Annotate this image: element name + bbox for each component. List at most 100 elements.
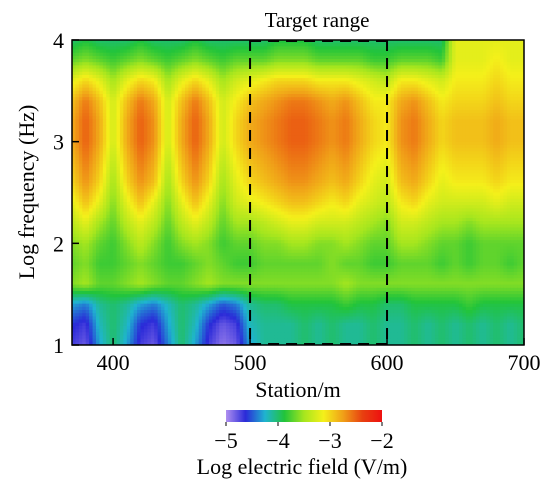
heatmap-cell	[143, 116, 148, 121]
heatmap-cell	[380, 116, 385, 121]
heatmap-cell	[232, 94, 237, 98]
heatmap-cell	[250, 55, 255, 60]
heatmap-cell	[232, 128, 237, 133]
heatmap-cell	[380, 109, 385, 114]
heatmap-cell	[349, 103, 354, 108]
heatmap-cell	[133, 90, 138, 95]
heatmap-cell	[434, 109, 439, 114]
heatmap-cell	[517, 106, 522, 111]
heatmap-cell	[369, 100, 374, 105]
heatmap-cell	[226, 74, 231, 79]
heatmap-cell	[89, 52, 94, 57]
heatmap-cell	[202, 59, 207, 63]
heatmap-cell	[503, 128, 508, 133]
heatmap-cell	[280, 43, 285, 47]
heatmap-cell	[318, 119, 323, 124]
heatmap-cell	[287, 81, 292, 86]
heatmap-cell	[359, 122, 364, 127]
heatmap-cell	[311, 81, 316, 86]
heatmap-cell	[465, 55, 470, 60]
heatmap-cell	[212, 65, 217, 70]
heatmap-cell	[267, 46, 272, 51]
heatmap-cell	[434, 74, 439, 79]
heatmap-cell	[126, 43, 131, 47]
heatmap-cell	[178, 59, 183, 63]
heatmap-cell	[400, 116, 405, 121]
heatmap-cell	[263, 106, 268, 111]
heatmap-cell	[349, 68, 354, 73]
heatmap-cell	[232, 81, 237, 86]
heatmap-cell	[517, 59, 522, 63]
heatmap-cell	[130, 52, 135, 57]
heatmap-cell	[102, 59, 107, 63]
heatmap-cell	[321, 46, 326, 51]
heatmap-cell	[236, 87, 241, 92]
heatmap-cell	[167, 62, 172, 67]
heatmap-cell	[75, 59, 80, 63]
heatmap-cell	[503, 71, 508, 76]
heatmap-cell	[267, 68, 272, 73]
heatmap-cell	[174, 119, 179, 124]
heatmap-cell	[438, 100, 443, 105]
heatmap-cell	[164, 103, 169, 108]
heatmap-cell	[174, 62, 179, 67]
heatmap-cell	[417, 109, 422, 114]
heatmap-cell	[321, 109, 326, 114]
heatmap-cell	[102, 100, 107, 105]
heatmap-cell	[106, 90, 111, 95]
heatmap-cell	[212, 62, 217, 67]
heatmap-cell	[267, 43, 272, 47]
heatmap-cell	[78, 94, 83, 98]
heatmap-cell	[147, 135, 152, 140]
heatmap-cell	[335, 94, 340, 98]
heatmap-cell	[116, 132, 121, 136]
heatmap-cell	[205, 125, 210, 130]
heatmap-cell	[239, 128, 244, 133]
heatmap-cell	[513, 65, 518, 70]
heatmap-cell	[270, 84, 275, 89]
heatmap-cell	[126, 116, 131, 121]
heatmap-cell	[219, 84, 224, 89]
heatmap-cell	[157, 52, 162, 57]
heatmap-cell	[236, 128, 241, 133]
heatmap-cell	[438, 87, 443, 92]
heatmap-cell	[383, 125, 388, 130]
heatmap-cell	[212, 128, 217, 133]
heatmap-cell	[455, 106, 460, 111]
heatmap-cell	[102, 125, 107, 130]
heatmap-cell	[133, 62, 138, 67]
heatmap-cell	[116, 81, 121, 86]
heatmap-cell	[174, 59, 179, 63]
heatmap-cell	[82, 109, 87, 114]
heatmap-cell	[438, 71, 443, 76]
heatmap-cell	[489, 84, 494, 89]
heatmap-cell	[315, 46, 320, 51]
heatmap-cell	[493, 97, 498, 101]
heatmap-cell	[458, 103, 463, 108]
heatmap-cell	[407, 43, 412, 47]
heatmap-cell	[376, 55, 381, 60]
heatmap-cell	[506, 49, 511, 54]
heatmap-cell	[417, 59, 422, 63]
heatmap-cell	[352, 125, 357, 130]
heatmap-cell	[219, 78, 224, 82]
heatmap-cell	[89, 84, 94, 89]
heatmap-cell	[229, 100, 234, 105]
heatmap-cell	[383, 122, 388, 127]
heatmap-cell	[349, 59, 354, 63]
heatmap-cell	[448, 59, 453, 63]
heatmap-cell	[325, 74, 330, 79]
heatmap-cell	[78, 62, 83, 67]
heatmap-cell	[434, 135, 439, 140]
heatmap-cell	[352, 109, 357, 114]
heatmap-cell	[212, 87, 217, 92]
heatmap-cell	[78, 46, 83, 51]
heatmap-cell	[263, 119, 268, 124]
heatmap-cell	[126, 78, 131, 82]
heatmap-cell	[133, 132, 138, 136]
heatmap-cell	[479, 122, 484, 127]
heatmap-cell	[236, 43, 241, 47]
heatmap-cell	[479, 40, 484, 44]
heatmap-cell	[489, 97, 494, 101]
heatmap-cell	[431, 59, 436, 63]
